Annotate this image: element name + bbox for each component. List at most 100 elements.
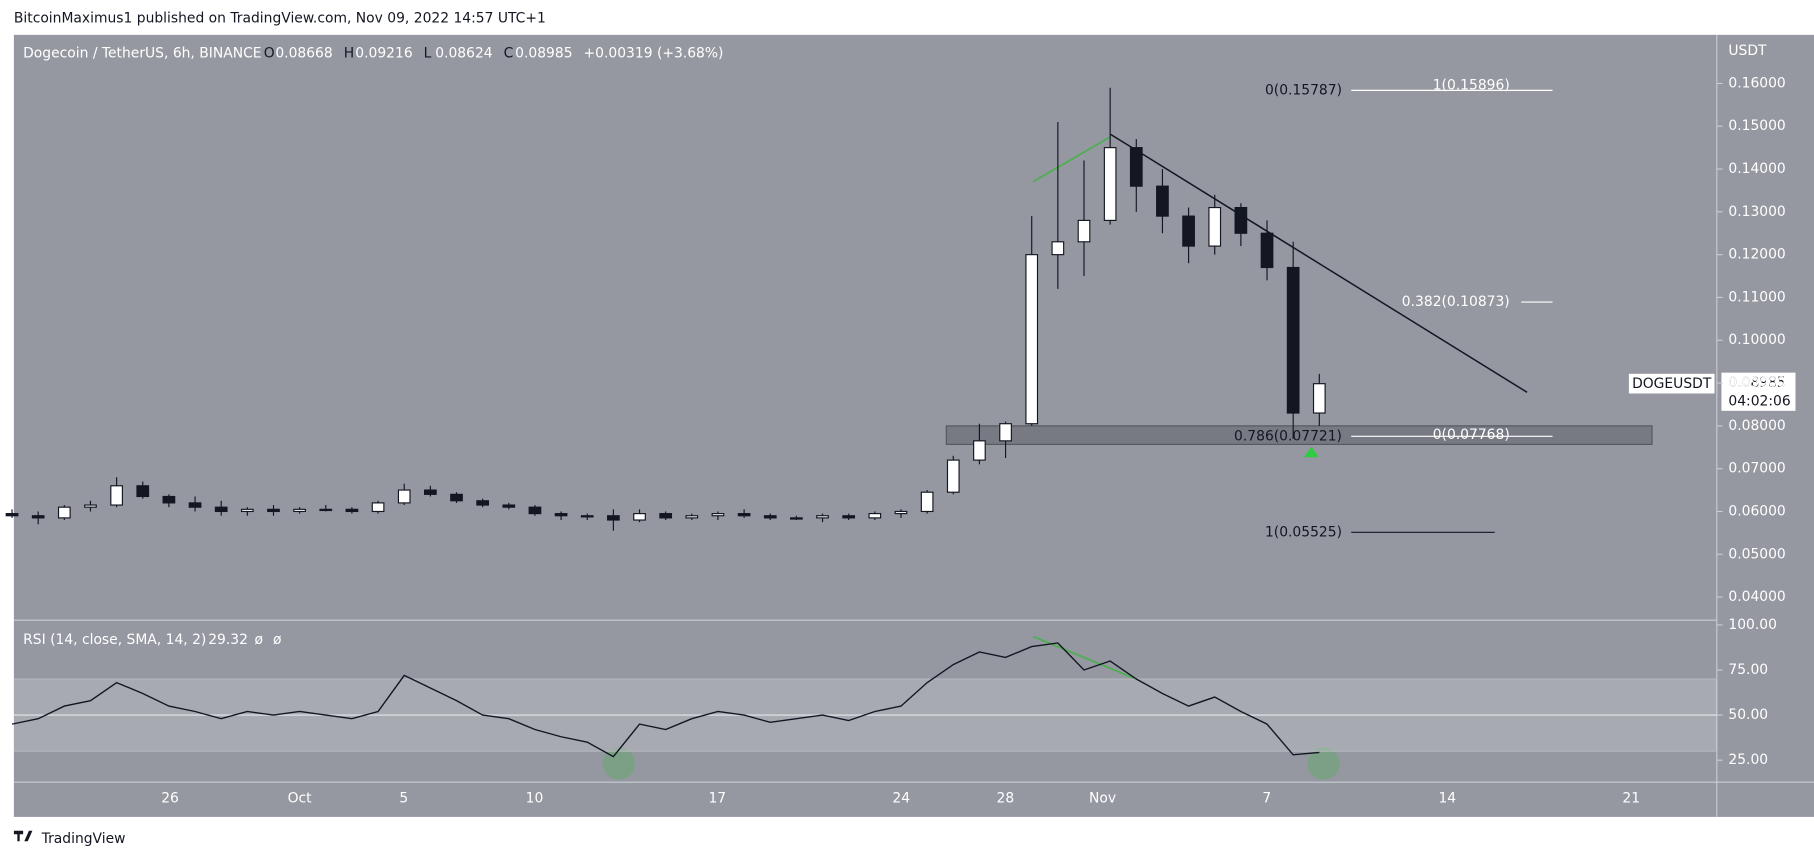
candle-body [293,508,306,513]
trendline [1110,133,1528,393]
candle-body [737,513,751,517]
y-tick-label: 0.10000 [1728,332,1785,348]
countdown: 04:02:06 [1728,394,1790,410]
x-tick-label: Nov [1089,790,1116,806]
rsi-tick-label: 50.00 [1728,707,1768,723]
rsi-extra: ø [273,632,282,648]
x-tick-label: 17 [708,790,726,806]
candle-body [397,489,411,504]
support-zone [945,425,1653,445]
candle-body [554,513,568,517]
quote: O 0.08668 H 0.09216 L 0.08624 C 0.08985 +0.00319… [264,45,724,61]
rsi-tick-label: 75.00 [1728,662,1768,678]
x-tick-label: 28 [997,790,1015,806]
candle-body [1025,254,1039,425]
candle-body [920,491,934,513]
rsi-value: 29.32 [208,632,248,648]
y-tick-label: 0.16000 [1728,75,1785,91]
bounce-arrow [1303,446,1319,458]
unit-label: USDT [1728,43,1767,59]
x-tick-label: 24 [892,790,910,806]
candle-body [894,510,908,515]
x-tick-label: Oct [288,790,313,806]
candle-body [57,506,71,519]
quote-value: 0.09216 [355,45,412,61]
x-tick-label: 5 [399,790,408,806]
candle-body [1286,266,1300,414]
fib-label: 0.382(0.10873) [1402,294,1510,310]
candle-body [423,489,437,495]
candle-body [790,517,803,520]
candle-body [162,495,176,504]
y-tick-label: 0.06000 [1728,503,1785,519]
quote-value: 0.08668 [275,45,332,61]
candle-body [136,485,150,498]
candle-body [5,513,19,517]
highlight [1307,747,1340,780]
candle-body [973,440,986,461]
y-tick-label: 0.12000 [1728,247,1785,263]
candle-body [816,515,829,519]
candle-body [502,504,516,508]
candle-body [1051,241,1065,256]
candle-body [685,515,699,519]
quote-value: 0.08624 [435,45,493,61]
candle-body [240,508,254,513]
rsi-extra: ø [255,632,264,648]
candle-body [842,515,856,519]
price-badge [1721,372,1796,411]
candle-body [1208,206,1222,247]
candle-body [476,500,490,506]
candle-body [31,515,45,519]
quote-key: L [424,45,432,61]
y-tick-label: 0.04000 [1728,589,1785,605]
fib-label: 1(0.15896) [1433,78,1510,94]
chart-title: Dogecoin / TetherUS, 6h, BINANCE [23,45,261,61]
fib-label: 1(0.05525) [1265,524,1342,540]
candle-body [319,508,333,512]
y-tick-label: 0.05000 [1728,546,1785,562]
quote-value: 0.08985 [515,45,572,61]
y-tick-label: 0.15000 [1728,118,1785,134]
x-tick-label: 26 [161,790,179,806]
rsi-tick-label: 25.00 [1728,752,1768,768]
divergence-line [1032,135,1112,183]
x-tick-label: 7 [1262,790,1271,806]
y-tick-label: 0.08000 [1728,418,1785,434]
quote-key: O [264,45,275,61]
candle-body [1103,147,1117,221]
publish-line: BitcoinMaximus1 published on TradingView… [14,11,546,27]
quote-key: H [344,45,354,61]
candle-body [1077,219,1091,243]
candle-body [110,485,123,506]
fib-label: 0.786(0.07721) [1234,428,1342,444]
candle-body [214,506,228,513]
candle-body [711,513,725,517]
candle-body [1260,232,1274,269]
candle-body [633,513,646,521]
fib-label: 0(0.07768) [1433,427,1510,443]
candle-body [371,502,385,513]
candle-body [659,513,673,519]
candle-body [1156,185,1169,217]
symbol-badge [1628,373,1715,394]
symbol: DOGEUSDT [1632,376,1712,392]
candle-body [580,515,594,518]
candle-body [763,515,777,519]
x-tick-label: 21 [1622,790,1640,806]
candle-body [450,493,463,502]
fib-label: 0(0.15787) [1265,82,1342,98]
y-tick-label: 0.09000 [1728,375,1785,391]
candle-body [84,504,97,508]
candle-body [999,423,1012,442]
y-tick-label: 0.13000 [1728,204,1785,220]
candle-body [528,506,542,515]
rsi-line [11,642,1320,758]
y-tick-label: 0.14000 [1728,161,1785,177]
quote-key: C [504,45,514,61]
x-tick-label: 14 [1438,790,1456,806]
candle-body [868,513,882,519]
last-price: 0.08985 [1728,375,1785,391]
brand: TradingView [41,831,126,847]
